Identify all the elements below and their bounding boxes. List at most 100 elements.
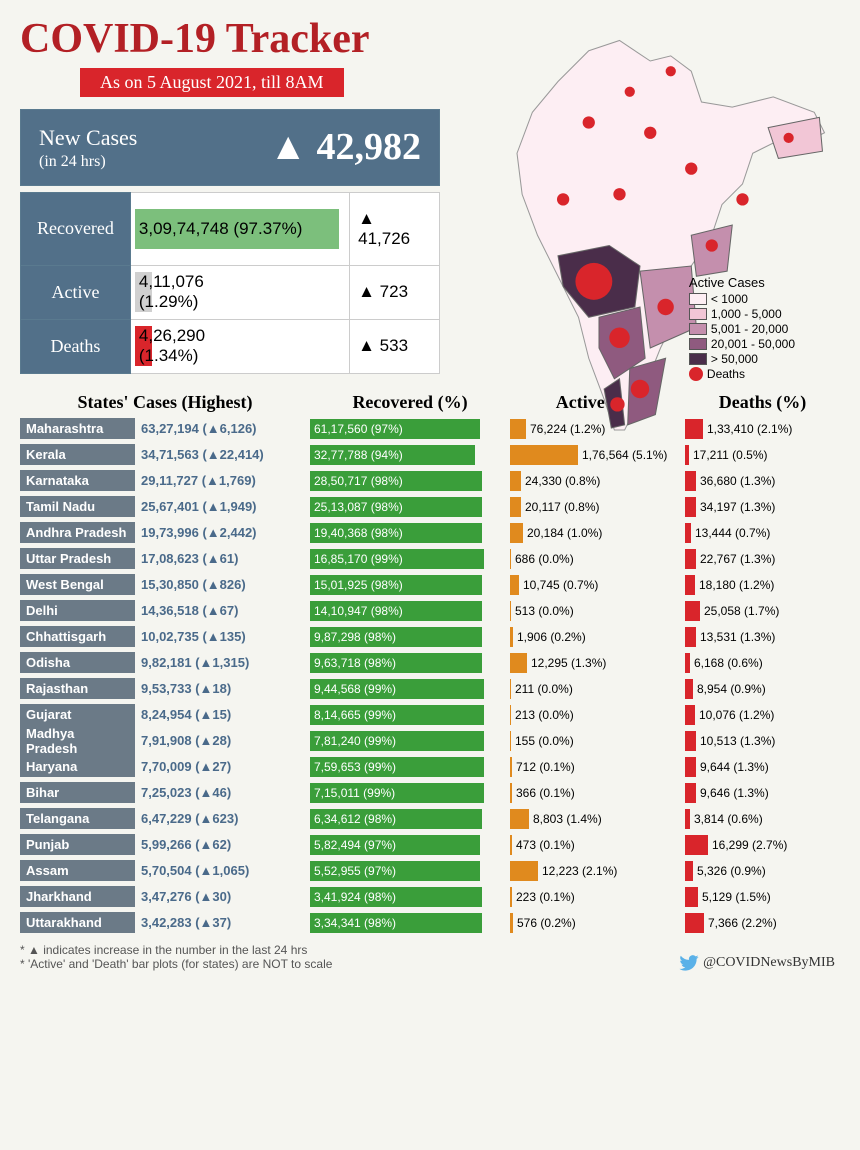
active-bar: 712 (0.1%)	[510, 757, 685, 777]
legend-item: 20,001 - 50,000	[689, 337, 795, 351]
recovered-bar: 15,01,925 (98%)	[310, 575, 510, 595]
recovered-bar: 61,17,560 (97%)	[310, 419, 510, 439]
state-cases: 9,82,181 (▲1,315)	[135, 655, 310, 670]
tracker-container: COVID-19 Tracker As on 5 August 2021, ti…	[0, 0, 860, 986]
deaths-bar: 6,168 (0.6%)	[685, 653, 840, 673]
table-row: Jharkhand 3,47,276 (▲30) 3,41,924 (98%) …	[20, 885, 840, 909]
active-bar: 1,76,564 (5.1%)	[510, 445, 685, 465]
active-bar: 576 (0.2%)	[510, 913, 685, 933]
summary-bar: 3,09,74,748 (97.37%)	[135, 209, 339, 249]
state-cases: 63,27,194 (▲6,126)	[135, 421, 310, 436]
summary-delta: ▲ 41,726	[350, 192, 440, 265]
state-name: Telangana	[20, 808, 135, 829]
deaths-bar: 9,644 (1.3%)	[685, 757, 840, 777]
legend-item: > 50,000	[689, 352, 795, 366]
deaths-bar: 5,326 (0.9%)	[685, 861, 840, 881]
summary-bar-cell: 4,26,290 (1.34%)	[130, 319, 349, 373]
active-bar: 366 (0.1%)	[510, 783, 685, 803]
legend-item: < 1000	[689, 292, 795, 306]
map-svg	[435, 20, 845, 451]
date-subtitle: As on 5 August 2021, till 8AM	[80, 68, 344, 97]
twitter-handle: @COVIDNewsByMIB	[679, 955, 835, 971]
state-cases: 7,91,908 (▲28)	[135, 733, 310, 748]
deaths-bar: 9,646 (1.3%)	[685, 783, 840, 803]
legend-swatch	[689, 353, 707, 365]
active-bar: 213 (0.0%)	[510, 705, 685, 725]
state-name: Odisha	[20, 652, 135, 673]
recovered-bar: 7,81,240 (99%)	[310, 731, 510, 751]
state-cases: 8,24,954 (▲15)	[135, 707, 310, 722]
summary-label: Recovered	[21, 192, 131, 265]
recovered-bar: 5,52,955 (97%)	[310, 861, 510, 881]
state-cases: 3,47,276 (▲30)	[135, 889, 310, 904]
state-name: Uttar Pradesh	[20, 548, 135, 569]
active-bar: 76,224 (1.2%)	[510, 419, 685, 439]
state-cases: 5,70,504 (▲1,065)	[135, 863, 310, 878]
new-cases-box: New Cases (in 24 hrs) ▲ 42,982	[20, 109, 440, 186]
legend-label: 5,001 - 20,000	[711, 322, 788, 336]
summary-delta: ▲ 723	[350, 265, 440, 319]
summary-bar: 4,11,076 (1.29%)	[135, 272, 152, 312]
map-legend: Active Cases < 10001,000 - 5,0005,001 - …	[689, 275, 795, 382]
legend-title: Active Cases	[689, 275, 795, 290]
deaths-bar: 25,058 (1.7%)	[685, 601, 840, 621]
deaths-bar: 13,531 (1.3%)	[685, 627, 840, 647]
active-bar: 473 (0.1%)	[510, 835, 685, 855]
recovered-bar: 28,50,717 (98%)	[310, 471, 510, 491]
twitter-icon	[679, 955, 699, 971]
state-name: Uttarakhand	[20, 912, 135, 933]
state-cases: 7,70,009 (▲27)	[135, 759, 310, 774]
new-cases-sub: (in 24 hrs)	[39, 153, 137, 171]
table-row: Maharashtra 63,27,194 (▲6,126) 61,17,560…	[20, 417, 840, 441]
deaths-bar: 10,513 (1.3%)	[685, 731, 840, 751]
summary-bar: 4,26,290 (1.34%)	[135, 326, 152, 366]
legend-deaths-label: Deaths	[707, 367, 745, 381]
new-cases-label-wrap: New Cases (in 24 hrs)	[39, 124, 137, 171]
table-row: Uttar Pradesh 17,08,623 (▲61) 16,85,170 …	[20, 547, 840, 571]
state-name: Kerala	[20, 444, 135, 465]
table-row: Assam 5,70,504 (▲1,065) 5,52,955 (97%) 1…	[20, 859, 840, 883]
recovered-bar: 25,13,087 (98%)	[310, 497, 510, 517]
table-row: Madhya Pradesh 7,91,908 (▲28) 7,81,240 (…	[20, 729, 840, 753]
active-bar: 211 (0.0%)	[510, 679, 685, 699]
recovered-bar: 9,44,568 (99%)	[310, 679, 510, 699]
india-map: Active Cases < 10001,000 - 5,0005,001 - …	[435, 20, 845, 456]
active-bar: 223 (0.1%)	[510, 887, 685, 907]
deaths-bar: 17,211 (0.5%)	[685, 445, 840, 465]
deaths-bar: 16,299 (2.7%)	[685, 835, 840, 855]
summary-bar-cell: 4,11,076 (1.29%)	[130, 265, 349, 319]
table-row: West Bengal 15,30,850 (▲826) 15,01,925 (…	[20, 573, 840, 597]
legend-label: 1,000 - 5,000	[711, 307, 782, 321]
deaths-bar: 18,180 (1.2%)	[685, 575, 840, 595]
state-name: Chhattisgarh	[20, 626, 135, 647]
state-name: Haryana	[20, 756, 135, 777]
state-name: Maharashtra	[20, 418, 135, 439]
recovered-bar: 8,14,665 (99%)	[310, 705, 510, 725]
recovered-bar: 19,40,368 (98%)	[310, 523, 510, 543]
legend-label: 20,001 - 50,000	[711, 337, 795, 351]
summary-delta: ▲ 533	[350, 319, 440, 373]
recovered-bar: 14,10,947 (98%)	[310, 601, 510, 621]
legend-label: > 50,000	[711, 352, 758, 366]
legend-swatch	[689, 323, 707, 335]
recovered-bar: 9,87,298 (98%)	[310, 627, 510, 647]
recovered-bar: 16,85,170 (99%)	[310, 549, 510, 569]
recovered-bar: 7,59,653 (99%)	[310, 757, 510, 777]
states-section: States' Cases (Highest) Recovered (%) Ac…	[20, 392, 840, 935]
state-cases: 7,25,023 (▲46)	[135, 785, 310, 800]
recovered-bar: 3,41,924 (98%)	[310, 887, 510, 907]
legend-swatch	[689, 308, 707, 320]
deaths-bar: 8,954 (0.9%)	[685, 679, 840, 699]
state-cases: 19,73,996 (▲2,442)	[135, 525, 310, 540]
state-name: Tamil Nadu	[20, 496, 135, 517]
active-bar: 155 (0.0%)	[510, 731, 685, 751]
table-row: Kerala 34,71,563 (▲22,414) 32,77,788 (94…	[20, 443, 840, 467]
summary-label: Deaths	[21, 319, 131, 373]
deaths-bar: 22,767 (1.3%)	[685, 549, 840, 569]
table-row: Rajasthan 9,53,733 (▲18) 9,44,568 (99%) …	[20, 677, 840, 701]
deaths-bar: 10,076 (1.2%)	[685, 705, 840, 725]
legend-item: 1,000 - 5,000	[689, 307, 795, 321]
summary-bar-cell: 3,09,74,748 (97.37%)	[130, 192, 349, 265]
table-row: Bihar 7,25,023 (▲46) 7,15,011 (99%) 366 …	[20, 781, 840, 805]
deaths-bar: 34,197 (1.3%)	[685, 497, 840, 517]
